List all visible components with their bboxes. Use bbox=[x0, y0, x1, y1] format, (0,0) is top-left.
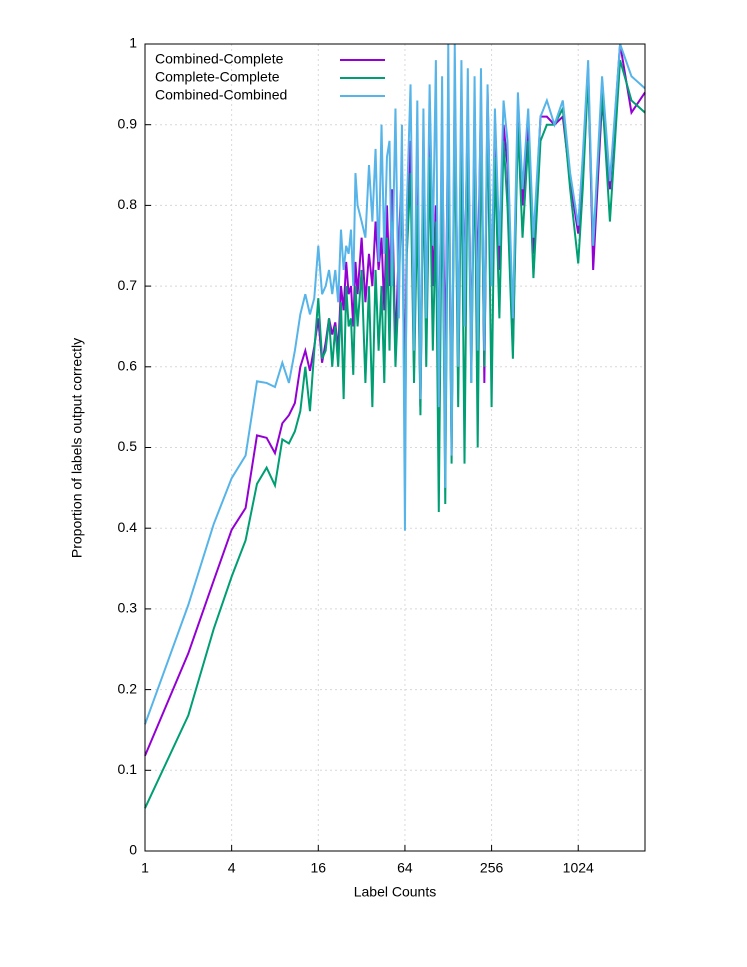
x-tick-label: 1024 bbox=[563, 860, 594, 876]
legend-label: Combined-Complete bbox=[155, 51, 284, 67]
x-tick-label: 1 bbox=[141, 860, 149, 876]
y-tick-label: 0 bbox=[129, 842, 137, 858]
x-tick-label: 4 bbox=[228, 860, 236, 876]
y-tick-label: 0.4 bbox=[118, 519, 138, 535]
x-tick-label: 256 bbox=[480, 860, 504, 876]
y-tick-label: 0.6 bbox=[118, 358, 138, 374]
y-tick-label: 0.5 bbox=[118, 438, 138, 454]
x-tick-label: 16 bbox=[311, 860, 327, 876]
y-tick-label: 0.3 bbox=[118, 600, 138, 616]
y-axis-label: Proportion of labels output correctly bbox=[69, 338, 85, 558]
x-tick-label: 64 bbox=[397, 860, 413, 876]
y-tick-label: 0.8 bbox=[118, 196, 138, 212]
plot-frame bbox=[144, 43, 646, 852]
y-tick-label: 0.7 bbox=[118, 277, 138, 293]
y-tick-label: 0.1 bbox=[118, 761, 138, 777]
y-tick-label: 0.9 bbox=[118, 115, 138, 131]
y-tick-label: 0.2 bbox=[118, 680, 138, 696]
legend-label: Combined-Combined bbox=[155, 87, 287, 103]
y-tick-label: 1 bbox=[129, 35, 137, 51]
legend-label: Complete-Complete bbox=[155, 69, 280, 85]
x-axis-label: Label Counts bbox=[354, 884, 437, 900]
series-line bbox=[144, 43, 646, 725]
series-line bbox=[144, 59, 646, 809]
